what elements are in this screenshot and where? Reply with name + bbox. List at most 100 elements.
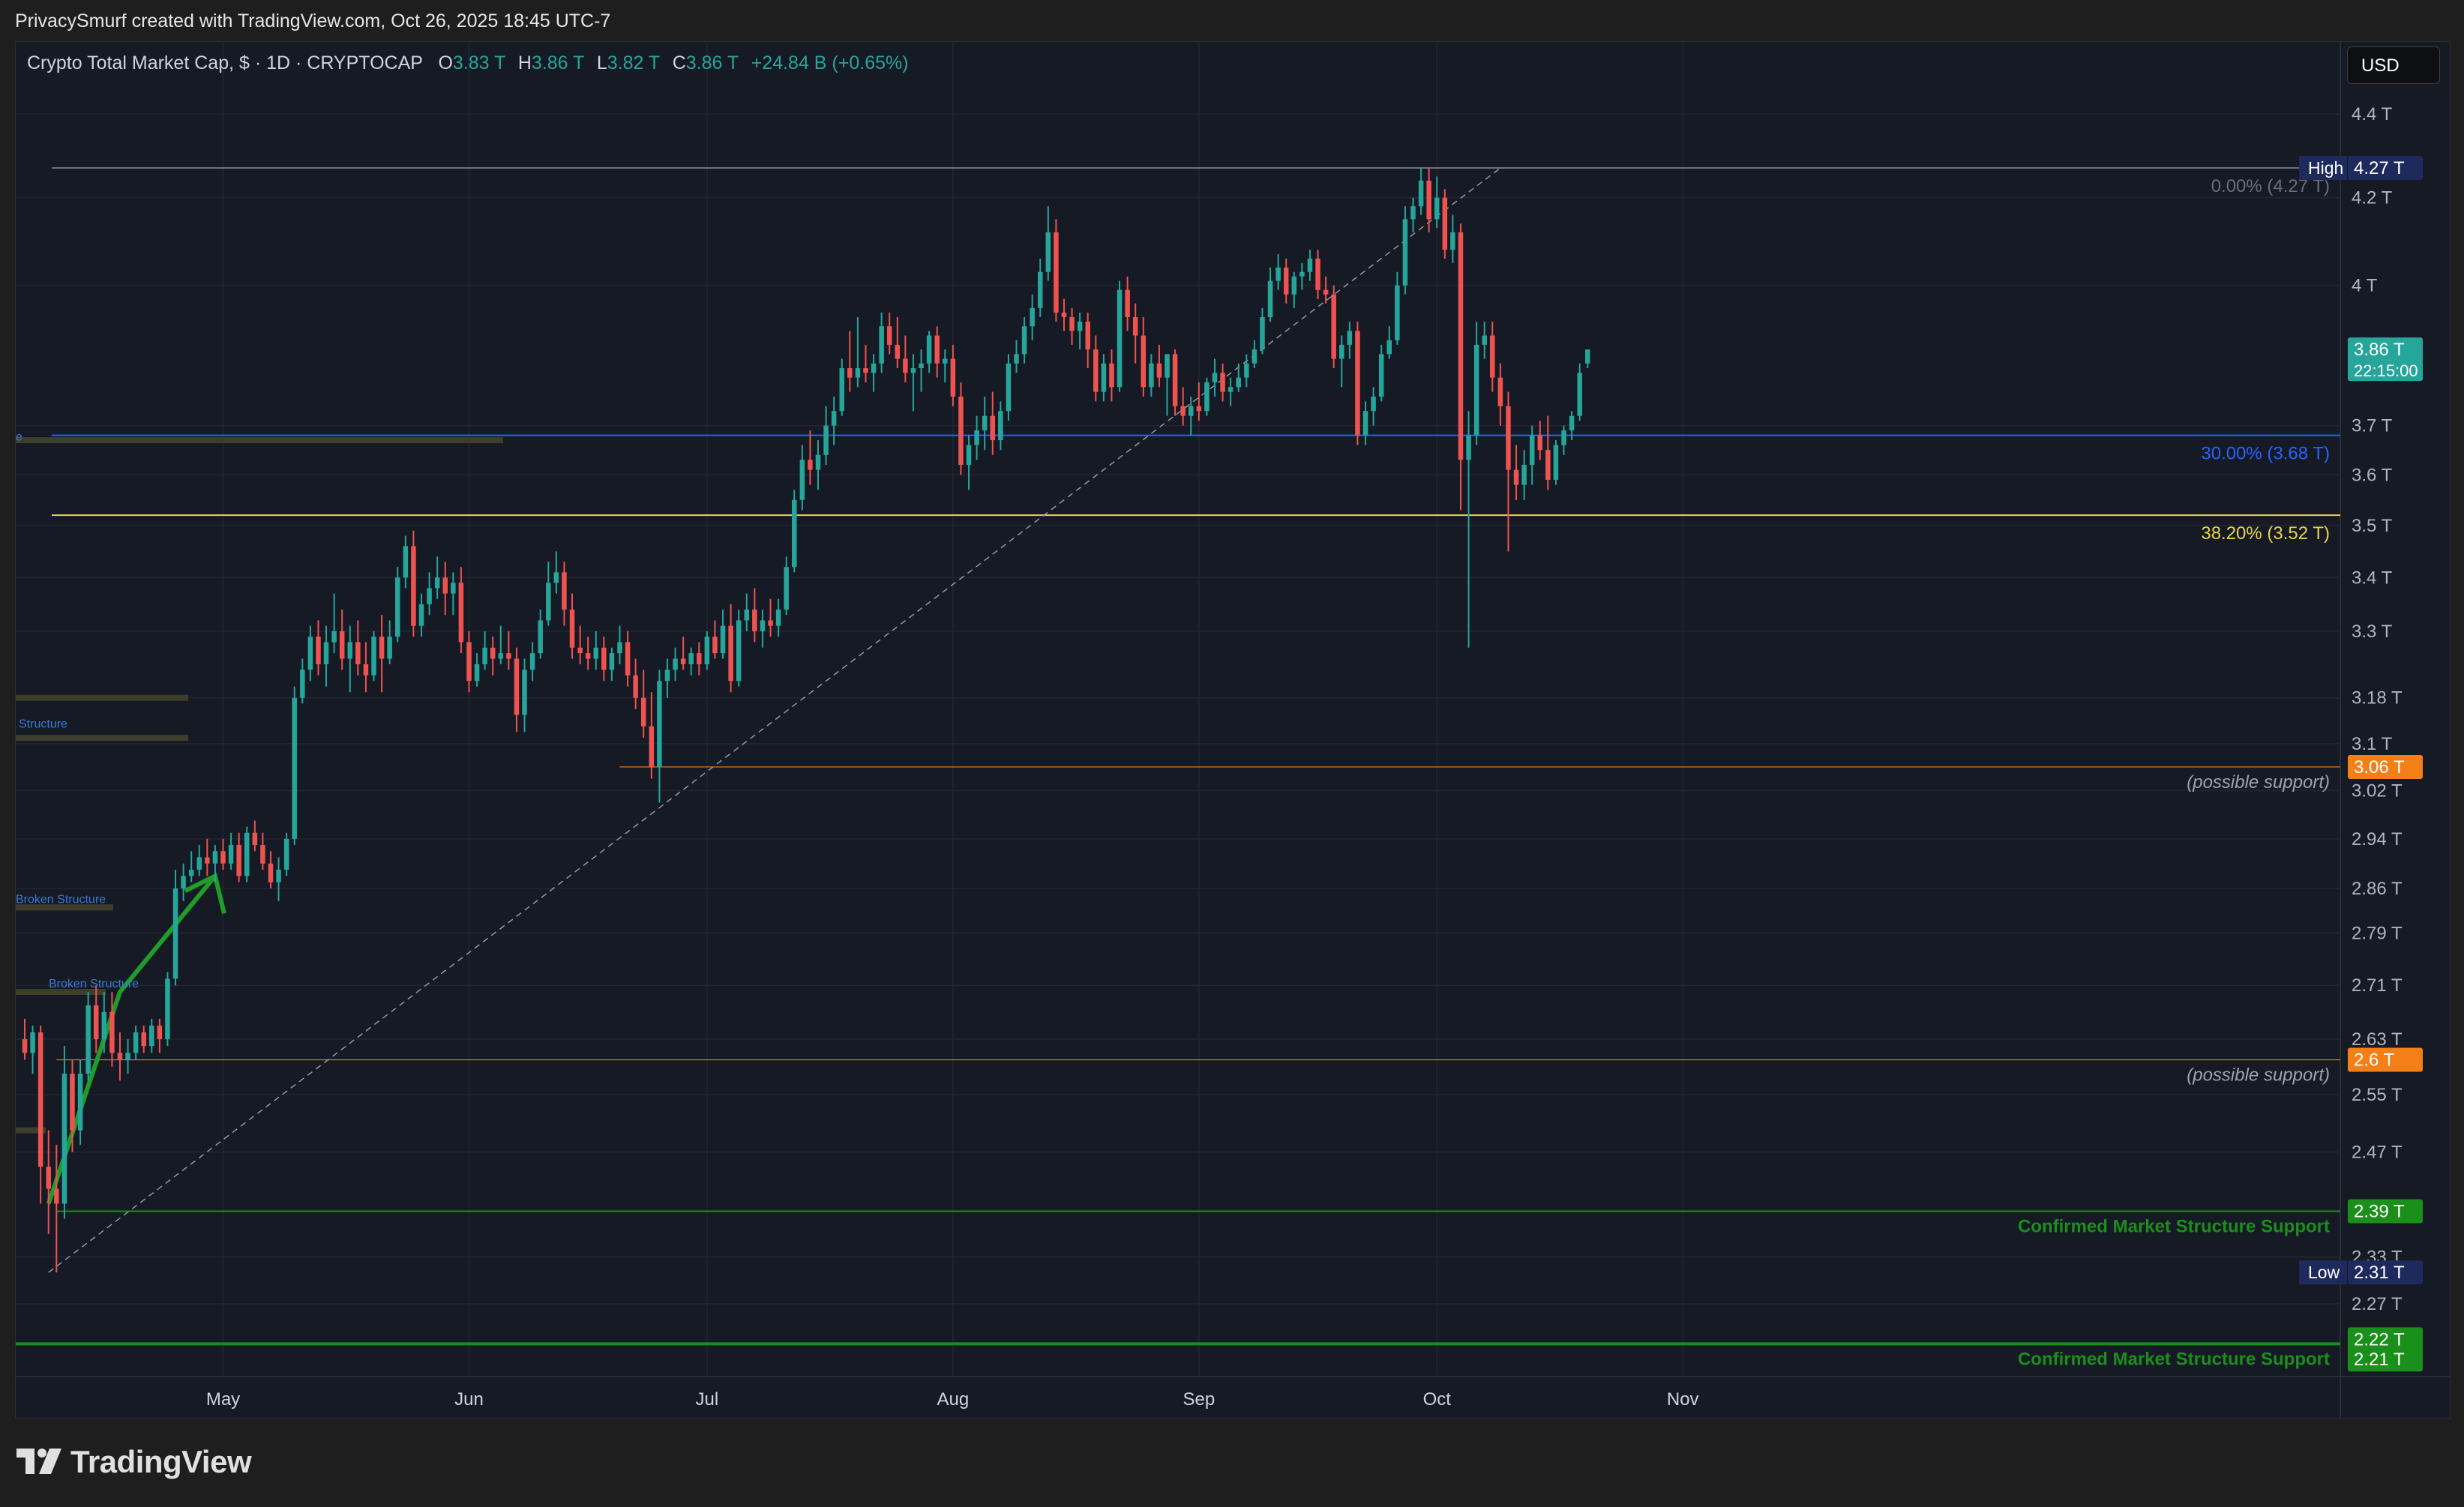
candle-body [1228,387,1233,392]
candle-body [1236,377,1241,388]
candle-body [205,857,210,864]
candle-body [1291,276,1297,295]
candle-body [934,335,940,364]
symbol-title[interactable]: Crypto Total Market Cap, $ · 1D · CRYPTO… [27,52,423,73]
candle-body [93,1005,99,1040]
candle-body [411,546,416,626]
candle-body [1132,316,1138,336]
candle-body [1260,316,1265,350]
candle-body [427,588,432,604]
candle-body [1339,344,1344,359]
currency-selector-button[interactable]: USD [2347,46,2440,84]
candle-body [768,620,773,626]
price-badge-value: 3.86 T [2354,340,2405,360]
chart-panel[interactable]: 4.4 T 4.2 T 4 T 3.7 T 3.6 T 3.5 T 3.4 T 3.3 T 3.… [15,41,2451,1419]
candle-body [1141,335,1147,388]
candle-body [680,658,686,664]
price-badge-value: 4.27 T [2354,158,2405,178]
price-badge-tag [2299,1260,2347,1285]
price-badge [2348,1047,2423,1072]
price-tick-label: 3.3 T [2352,622,2393,642]
candle-body [863,368,868,373]
price-tick-label: 3.18 T [2352,688,2403,709]
candle-body [673,658,678,670]
candle-body [1347,331,1353,345]
candle-body [919,363,924,369]
candle-body [744,610,750,621]
time-tick-label: Sep [1183,1389,1215,1410]
candle-body [1299,271,1305,277]
candle-body [1553,445,1559,480]
structure-label: e [16,431,22,444]
candle-body [538,620,543,654]
candle-body [1521,465,1527,485]
price-badge [2348,1327,2423,1352]
candle-body [879,326,884,364]
candle-body [1204,382,1210,412]
candle-body [403,546,409,578]
candle-body [1165,354,1170,378]
candle-body [1014,354,1019,364]
candle-body [172,888,178,979]
candle-body [363,664,369,676]
candle-body [823,425,829,455]
candle-body [1585,349,1590,364]
candle-body [117,1053,123,1060]
candle-body [442,577,448,594]
candle-body [1172,354,1178,406]
price-badge-tag [2299,156,2347,181]
symbol-legend: Crypto Total Market Cap, $ · 1D · CRYPTO… [27,52,909,74]
candle-body [506,653,511,659]
candle-body [490,647,496,659]
candle-body [529,653,535,670]
candle-body [109,1011,115,1053]
tradingview-logo-text: TradingView [70,1444,252,1479]
candle-body [617,642,622,654]
price-badge [2348,156,2423,181]
candle-body [347,642,353,659]
candle-body [165,978,170,1040]
candle-body [1117,289,1123,388]
candle-body [30,1032,35,1053]
candle-body [70,1074,75,1131]
candle-body [46,1167,51,1189]
candle-body [562,572,567,610]
candle-body [815,454,821,470]
candle-body [664,670,670,682]
candle-body [514,658,520,715]
candle-body [22,1039,28,1053]
candle-body [799,460,805,500]
price-tick-label: 2.71 T [2352,975,2403,996]
candle-body [895,344,901,359]
candle-body [1410,206,1416,220]
candle-body [1180,406,1186,416]
candle-body [1085,322,1090,350]
price-chart[interactable]: 4.4 T 4.2 T 4 T 3.7 T 3.6 T 3.5 T 3.4 T 3.3 T 3.… [16,42,2450,1418]
countdown-timer: 22:15:00 [2354,361,2418,380]
price-tick-label: 3.7 T [2352,416,2393,436]
candle-body [276,870,281,882]
candle-body [910,368,916,373]
candle-body [903,358,908,373]
candle-body [1426,180,1431,220]
tradingview-logo[interactable]: TradingView [16,1443,252,1481]
broken-structure-zone [16,437,503,444]
candle-body [736,620,742,682]
candle-body [283,838,289,870]
price-badge-tag-text: High [2308,158,2343,178]
candle-body [625,642,631,676]
candle-body [688,653,694,664]
candle-body [1125,289,1130,317]
green-arrow [46,874,217,1205]
candle-body [712,637,718,654]
candle-body [886,326,892,345]
candle-body [553,572,559,583]
candle-body [1093,349,1099,392]
candle-body [196,857,202,870]
candle-body [633,675,638,698]
candle-body [141,1032,146,1047]
candle-body [1307,258,1313,272]
candle-body [871,363,877,373]
candle-body [1045,232,1051,272]
close-value: 3.86 T [685,52,739,73]
